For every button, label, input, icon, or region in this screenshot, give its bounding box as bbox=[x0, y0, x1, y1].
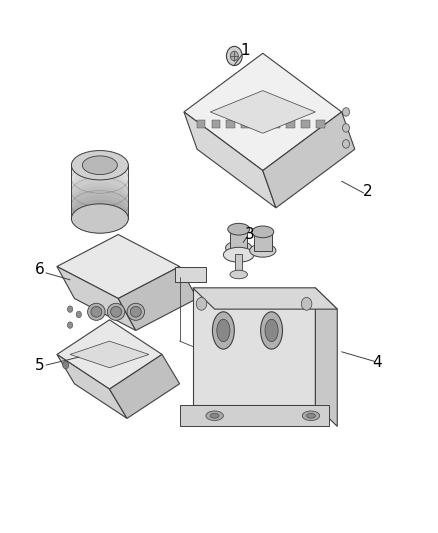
Ellipse shape bbox=[71, 191, 128, 221]
Bar bbox=[226, 120, 235, 128]
Ellipse shape bbox=[110, 306, 121, 317]
Polygon shape bbox=[263, 112, 355, 208]
Ellipse shape bbox=[71, 161, 128, 191]
Text: 5: 5 bbox=[35, 358, 44, 373]
Polygon shape bbox=[70, 341, 149, 368]
Text: 4: 4 bbox=[372, 355, 381, 370]
Ellipse shape bbox=[71, 187, 128, 216]
Bar bbox=[301, 120, 310, 128]
Polygon shape bbox=[57, 354, 127, 418]
Circle shape bbox=[196, 297, 207, 310]
Bar bbox=[241, 120, 250, 128]
Text: 2: 2 bbox=[363, 184, 373, 199]
Ellipse shape bbox=[131, 306, 141, 317]
Circle shape bbox=[67, 322, 73, 328]
Ellipse shape bbox=[226, 241, 252, 255]
Text: 1: 1 bbox=[240, 43, 250, 58]
Ellipse shape bbox=[71, 169, 128, 199]
Polygon shape bbox=[184, 53, 342, 171]
Ellipse shape bbox=[71, 199, 128, 229]
Polygon shape bbox=[57, 235, 180, 298]
Circle shape bbox=[343, 140, 350, 148]
Polygon shape bbox=[184, 112, 276, 208]
Ellipse shape bbox=[82, 156, 117, 174]
Bar bbox=[230, 229, 247, 248]
Ellipse shape bbox=[71, 150, 128, 180]
Ellipse shape bbox=[217, 319, 230, 342]
Circle shape bbox=[67, 306, 73, 312]
Ellipse shape bbox=[230, 270, 247, 279]
Ellipse shape bbox=[71, 204, 128, 233]
Polygon shape bbox=[118, 266, 197, 330]
Circle shape bbox=[226, 46, 242, 66]
Ellipse shape bbox=[71, 195, 128, 225]
Ellipse shape bbox=[307, 414, 315, 418]
Polygon shape bbox=[315, 288, 337, 426]
Ellipse shape bbox=[71, 157, 128, 187]
Text: 6: 6 bbox=[35, 262, 44, 277]
Circle shape bbox=[230, 51, 238, 61]
Ellipse shape bbox=[223, 247, 254, 262]
Polygon shape bbox=[110, 354, 180, 418]
Circle shape bbox=[343, 124, 350, 132]
Ellipse shape bbox=[261, 312, 283, 349]
Bar bbox=[212, 120, 220, 128]
Ellipse shape bbox=[71, 182, 128, 212]
Ellipse shape bbox=[265, 319, 278, 342]
Ellipse shape bbox=[71, 204, 128, 233]
Polygon shape bbox=[57, 320, 162, 389]
Bar bbox=[254, 232, 272, 251]
Bar bbox=[197, 120, 205, 128]
Ellipse shape bbox=[71, 178, 128, 207]
Bar bbox=[286, 120, 295, 128]
Ellipse shape bbox=[88, 303, 105, 320]
Polygon shape bbox=[175, 266, 206, 282]
Circle shape bbox=[76, 311, 81, 318]
Ellipse shape bbox=[107, 303, 125, 320]
Polygon shape bbox=[193, 288, 315, 405]
Bar bbox=[235, 254, 242, 274]
Ellipse shape bbox=[252, 226, 274, 238]
Ellipse shape bbox=[228, 223, 250, 235]
Ellipse shape bbox=[250, 244, 276, 257]
Polygon shape bbox=[193, 288, 337, 309]
Polygon shape bbox=[210, 91, 315, 133]
Bar bbox=[256, 120, 265, 128]
Ellipse shape bbox=[206, 411, 223, 421]
Circle shape bbox=[343, 108, 350, 116]
Circle shape bbox=[301, 297, 312, 310]
Circle shape bbox=[63, 361, 69, 369]
Ellipse shape bbox=[127, 303, 145, 320]
Text: 3: 3 bbox=[245, 227, 254, 242]
Ellipse shape bbox=[71, 152, 128, 182]
Ellipse shape bbox=[210, 414, 219, 418]
Bar bbox=[316, 120, 325, 128]
Bar bbox=[271, 120, 280, 128]
Ellipse shape bbox=[212, 312, 234, 349]
Ellipse shape bbox=[302, 411, 320, 421]
Polygon shape bbox=[57, 266, 136, 330]
Ellipse shape bbox=[71, 165, 128, 195]
Ellipse shape bbox=[91, 306, 102, 317]
Ellipse shape bbox=[71, 174, 128, 203]
Polygon shape bbox=[180, 405, 328, 426]
